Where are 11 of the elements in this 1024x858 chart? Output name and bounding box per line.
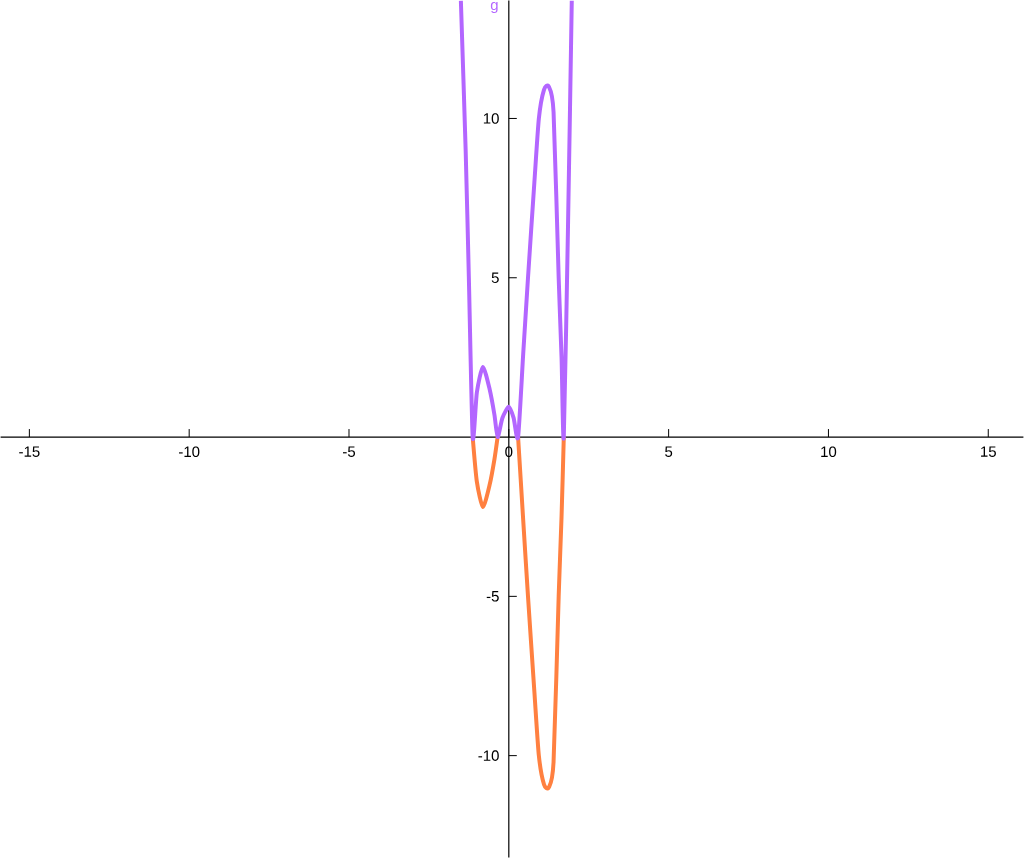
x-tick-label: -5	[343, 446, 356, 457]
x-tick-label: -10	[179, 446, 200, 457]
x-tick-label: -15	[19, 446, 40, 457]
x-tick-label: 10	[821, 446, 837, 457]
y-tick-label: -5	[486, 591, 499, 602]
x-tick-label: 15	[981, 446, 996, 457]
y-tick-label: 10	[483, 113, 499, 124]
y-tick-label: 5	[491, 272, 499, 283]
y-tick-label: -10	[478, 750, 499, 761]
x-tick-label: 5	[665, 446, 673, 457]
series-label: g	[490, 1, 498, 14]
